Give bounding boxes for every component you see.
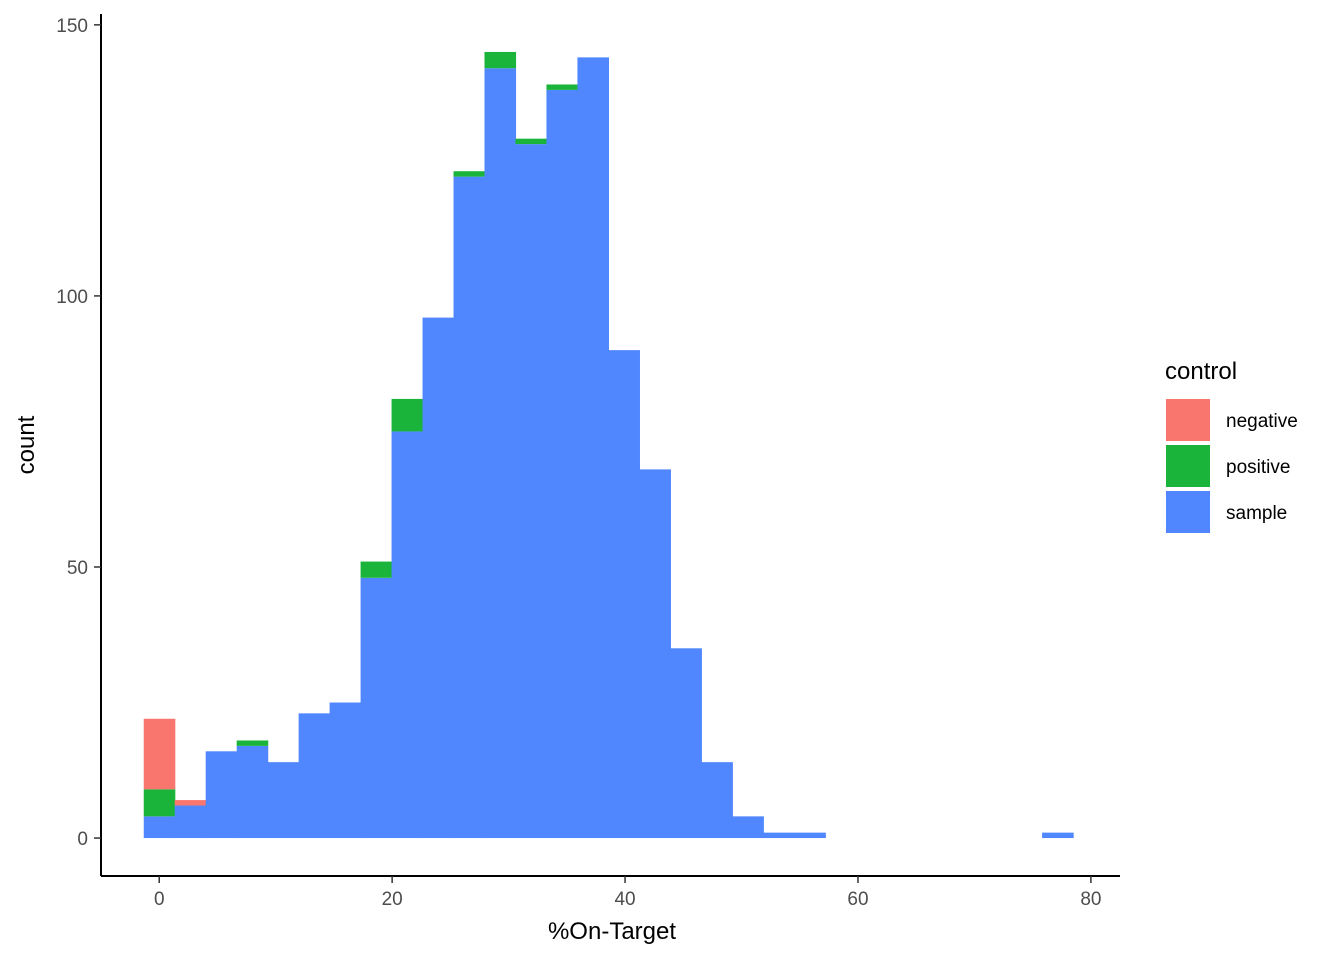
legend: control negative positive sample — [1165, 358, 1298, 533]
bar-sample-29 — [1042, 832, 1074, 839]
bar-sample-10 — [453, 176, 486, 839]
y-tick-label: 150 — [56, 16, 88, 37]
legend-label-negative: negative — [1226, 411, 1298, 432]
y-axis-ticks: 0 50 100 150 — [56, 16, 101, 850]
bar-sample-1 — [174, 805, 207, 839]
bar-negative-0 — [143, 718, 176, 790]
bar-sample-12 — [515, 144, 548, 839]
x-tick-label: 60 — [847, 889, 868, 910]
bar-positive-12 — [515, 138, 548, 145]
legend-label-sample: sample — [1226, 503, 1287, 524]
y-tick-label: 50 — [67, 558, 88, 579]
bar-sample-9 — [422, 317, 455, 839]
bar-positive-7 — [360, 561, 393, 578]
y-tick-label: 0 — [77, 829, 88, 850]
legend-title: control — [1165, 358, 1237, 385]
y-tick-label: 100 — [56, 287, 88, 308]
bar-sample-7 — [360, 577, 393, 839]
bar-positive-3 — [236, 740, 269, 746]
bar-sample-2 — [205, 751, 238, 839]
bar-positive-8 — [391, 398, 424, 432]
y-axis-title: count — [13, 415, 40, 474]
legend-key-positive — [1166, 445, 1210, 487]
bar-sample-13 — [546, 89, 579, 839]
bar-sample-4 — [267, 762, 300, 839]
bar-sample-11 — [484, 68, 517, 839]
x-axis-ticks: 0 20 40 60 80 — [154, 876, 1101, 910]
bar-positive-10 — [453, 171, 486, 177]
legend-key-negative — [1166, 399, 1210, 441]
bar-positive-13 — [546, 84, 579, 90]
bar-positive-11 — [484, 51, 517, 69]
bar-sample-0 — [143, 816, 176, 839]
bar-sample-21 — [794, 832, 826, 839]
bar-positive-0 — [143, 789, 176, 817]
x-axis-title: %On-Target — [548, 918, 676, 945]
bars-layer — [143, 51, 1074, 839]
x-tick-label: 40 — [614, 889, 635, 910]
legend-label-positive: positive — [1226, 457, 1290, 478]
bar-sample-17 — [670, 648, 702, 839]
bar-sample-6 — [329, 702, 362, 839]
bar-negative-1 — [174, 800, 207, 806]
bar-sample-5 — [298, 713, 331, 839]
bar-sample-3 — [236, 745, 269, 839]
bar-sample-19 — [732, 816, 764, 839]
legend-key-sample — [1166, 491, 1210, 533]
bar-sample-16 — [639, 469, 671, 839]
bar-sample-14 — [577, 57, 610, 839]
legend-items: negative positive sample — [1166, 399, 1298, 533]
x-tick-label: 80 — [1080, 889, 1101, 910]
bar-sample-8 — [391, 431, 424, 839]
bar-sample-15 — [608, 350, 640, 839]
bar-sample-18 — [701, 762, 733, 839]
x-tick-label: 20 — [382, 889, 403, 910]
x-tick-label: 0 — [154, 889, 165, 910]
bar-sample-20 — [763, 832, 795, 839]
